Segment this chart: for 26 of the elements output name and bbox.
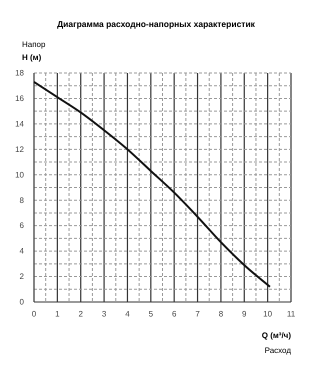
y-tick-label: 8	[20, 196, 25, 205]
x-tick-label: 1	[55, 310, 60, 319]
x-tick-label: 10	[263, 310, 273, 319]
x-tick-label: 4	[125, 310, 130, 319]
x-tick-label: 11	[286, 310, 296, 319]
x-tick-label: 9	[242, 310, 248, 319]
x-tick-label: 2	[78, 310, 84, 319]
y-tick-label: 2	[20, 272, 25, 282]
x-tick-label: 0	[32, 310, 37, 319]
y-tick-label: 18	[15, 68, 25, 78]
line-series	[33, 80, 271, 288]
y-tick-label: 6	[20, 221, 25, 230]
y-tick-label: 12	[15, 144, 25, 154]
y-tick-label: 0	[20, 298, 25, 307]
y-axis-title: Напор H (м)	[22, 40, 46, 62]
y-tick-label: 14	[15, 119, 25, 128]
y-tick-label: 16	[15, 94, 25, 104]
y-tick-label: 10	[15, 170, 25, 180]
x-tick-label: 7	[195, 310, 200, 319]
chart-title: Диаграмма расходно-напорных характеристик	[57, 19, 256, 29]
x-tick-label: 5	[148, 310, 154, 319]
x-tick-label: 8	[218, 310, 224, 319]
y-tick-label: 4	[20, 246, 25, 256]
x-tick-label: 3	[102, 310, 107, 319]
x-tick-label: 6	[172, 310, 177, 319]
x-axis-title: Q (м³/ч) Расход	[262, 331, 292, 355]
